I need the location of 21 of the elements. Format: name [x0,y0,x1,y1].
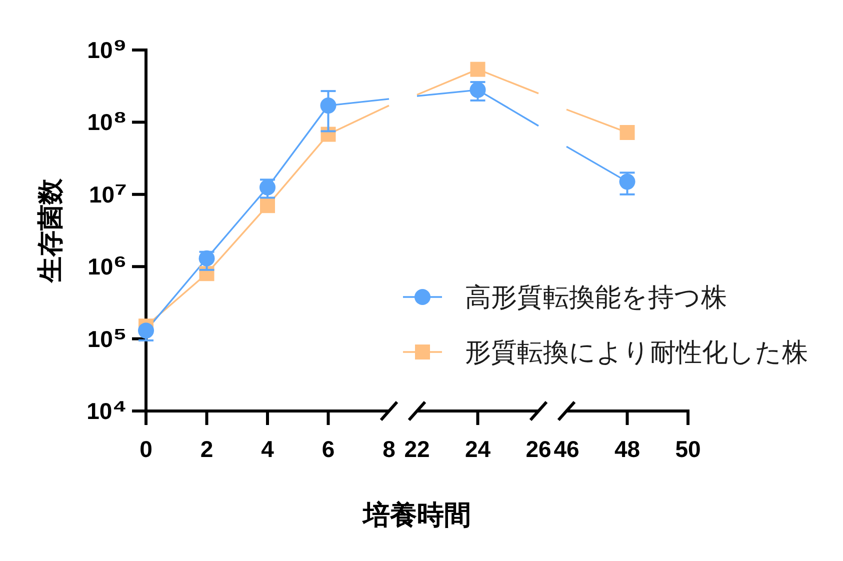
x-tick-label: 48 [614,436,640,462]
x-tick-label: 2 [200,436,214,462]
y-tick-label: 10⁷ [89,176,127,210]
y-axis-title: 生存菌数 [35,178,65,284]
x-tick-label: 6 [322,436,335,462]
x-axis-title: 培養時間 [361,500,471,530]
y-tick-label: 10⁹ [87,32,127,65]
x-tick-label: 4 [261,436,274,462]
legend-label: 形質転換により耐性化した株 [465,337,808,367]
x-tick-label: 24 [464,436,491,462]
x-tick-label: 8 [382,436,396,462]
y-tick-label: 10⁶ [88,248,127,282]
y-tick-label: 10⁸ [87,104,127,138]
x-tick-label: 46 [554,436,580,462]
x-tick-label: 50 [675,436,701,462]
y-tick-label: 10⁵ [87,320,127,354]
x-tick-label: 0 [140,436,152,462]
y-tick-label: 10⁴ [86,393,127,426]
legend-label: 高形質転換能を持つ株 [465,282,727,312]
x-tick-label: 22 [404,436,430,462]
x-tick-label: 26 [526,436,552,462]
